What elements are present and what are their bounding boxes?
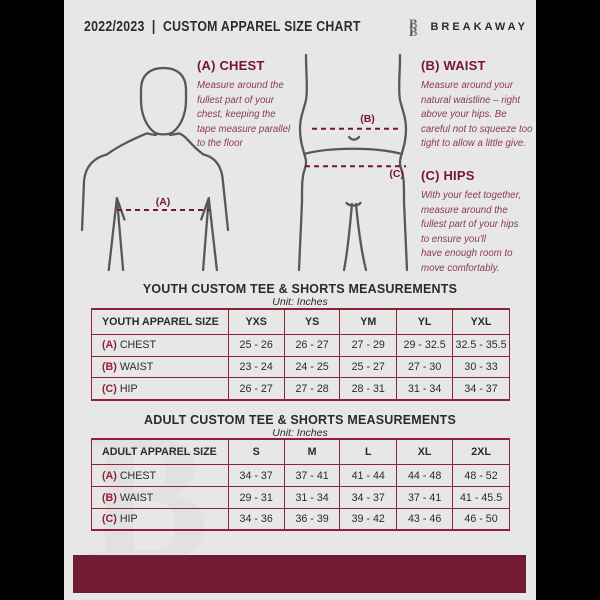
- svg-text:(C): (C): [389, 168, 404, 180]
- svg-text:(B): (B): [360, 113, 375, 125]
